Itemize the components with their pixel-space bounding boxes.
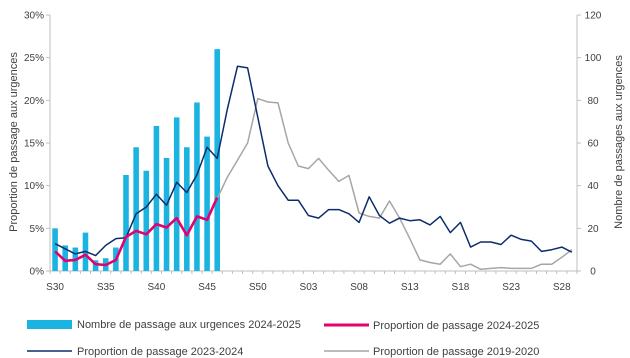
line-2024-2025 — [54, 197, 219, 267]
x-tick-label: S50 — [249, 282, 267, 293]
y-left-tick-label: 15% — [24, 139, 44, 150]
x-tick-label: S03 — [300, 282, 318, 293]
x-tick-label: S08 — [350, 282, 368, 293]
legend: Nombre de passage aux urgences 2024-2025… — [27, 319, 539, 358]
x-tick-label: S28 — [553, 282, 571, 293]
bar — [143, 170, 150, 271]
bar — [92, 260, 99, 271]
y-axis-left-label: Proportion de passage aux urgences — [8, 52, 20, 232]
y-right-tick-label: 100 — [585, 53, 602, 64]
x-tick-label: S18 — [452, 282, 470, 293]
line-2023-2024 — [54, 65, 573, 257]
x-tick-label: S23 — [502, 282, 520, 293]
y-right-tick-label: 120 — [585, 11, 602, 22]
line-2019-2020 — [216, 97, 573, 271]
x-tick-label: S35 — [97, 282, 115, 293]
x-tick-label: S30 — [46, 282, 64, 293]
y-left-tick-label: 30% — [24, 11, 44, 22]
legend-label-2023-2024: Proportion de passage 2023-2024 — [77, 346, 243, 358]
y-axis-right-label: Nombre de passages aux urgences — [613, 55, 625, 229]
bar — [184, 147, 190, 271]
y-left-tick-label: 5% — [30, 224, 45, 235]
bar — [204, 136, 210, 271]
y-left-tick-label: 0% — [30, 267, 45, 278]
legend-label-2019-2020: Proportion de passage 2019-2020 — [373, 346, 539, 358]
bar — [163, 157, 170, 271]
bar — [173, 117, 180, 272]
lines-layer — [54, 65, 573, 271]
legend-label-2024-2025: Proportion de passage 2024-2025 — [373, 320, 539, 332]
bar — [62, 245, 68, 271]
bar — [214, 49, 221, 272]
y-left-tick-label: 20% — [24, 96, 44, 107]
x-tick-label: S13 — [401, 282, 419, 293]
legend-label-bars: Nombre de passage aux urgences 2024-2025 — [77, 319, 301, 331]
bar — [133, 147, 139, 271]
bar — [123, 175, 129, 271]
y-left-tick-label: 10% — [24, 181, 44, 192]
bar — [153, 125, 160, 271]
x-tick-label: S45 — [198, 282, 216, 293]
bars-layer — [52, 49, 221, 272]
bar — [52, 228, 58, 271]
y-right-tick-label: 20 — [587, 224, 599, 235]
legend-swatch-bars — [27, 320, 72, 329]
bar — [194, 102, 200, 271]
y-left-tick-label: 25% — [24, 53, 44, 64]
ticks-layer: 0% 5% 10% 15% 20% 25% 30% 0 20 40 60 80 100 120 S30 S35… — [24, 11, 602, 294]
y-right-tick-label: 60 — [587, 139, 599, 150]
x-tick-label: S40 — [148, 282, 166, 293]
y-right-tick-label: 0 — [590, 267, 596, 278]
y-right-tick-label: 40 — [587, 181, 599, 192]
y-right-tick-label: 80 — [587, 96, 599, 107]
